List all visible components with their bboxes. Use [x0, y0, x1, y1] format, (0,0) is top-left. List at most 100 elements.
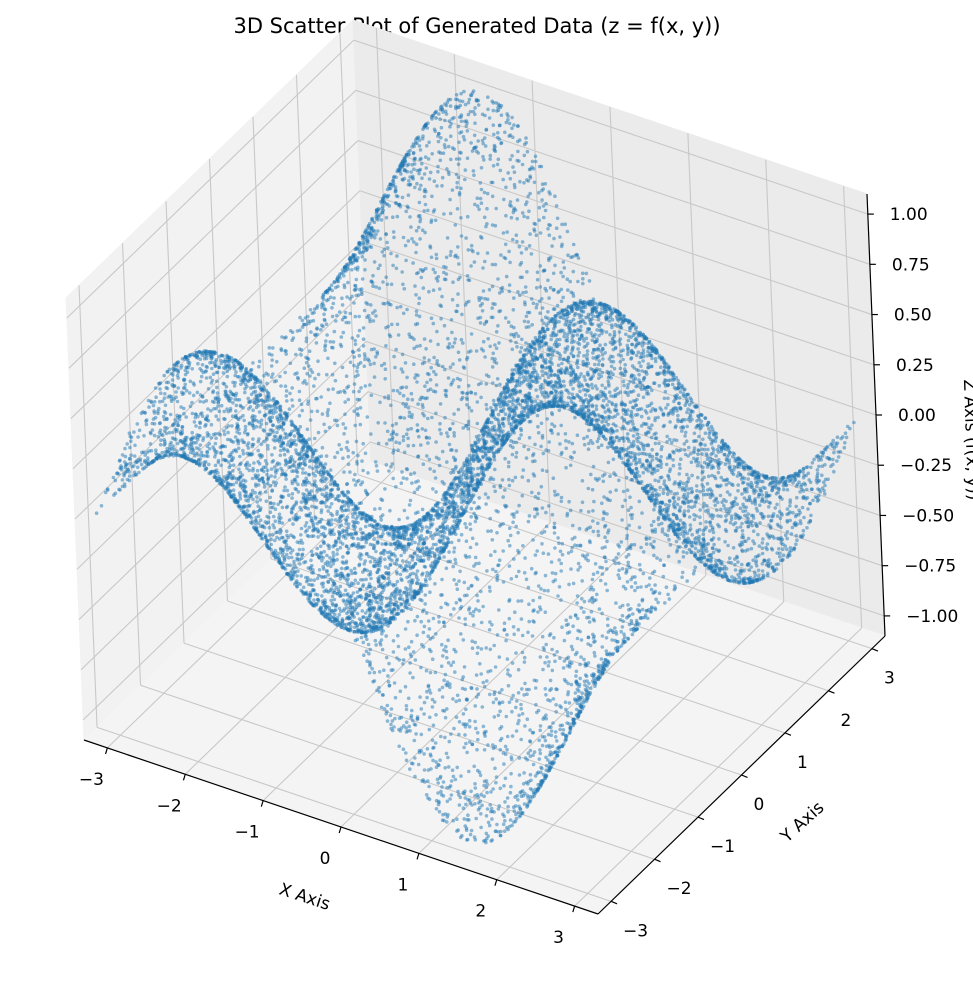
data-point: [581, 362, 586, 367]
data-point: [372, 260, 377, 264]
data-point: [597, 372, 601, 377]
data-point: [245, 432, 250, 437]
data-point: [333, 455, 337, 460]
data-point: [265, 468, 270, 473]
data-point: [444, 277, 448, 282]
data-point: [630, 415, 634, 420]
data-point: [328, 588, 333, 593]
data-point: [247, 468, 252, 473]
data-point: [547, 296, 551, 300]
data-point: [518, 179, 522, 184]
data-point: [290, 330, 295, 335]
data-point: [654, 496, 659, 501]
data-point: [392, 354, 396, 359]
data-point: [434, 383, 439, 387]
data-point: [444, 265, 448, 270]
data-point: [515, 239, 519, 244]
data-point: [429, 220, 434, 225]
data-point: [603, 386, 608, 390]
data-point: [465, 391, 470, 395]
data-point: [525, 270, 529, 274]
data-point: [596, 413, 601, 417]
data-point: [380, 250, 385, 254]
data-point: [230, 414, 235, 419]
data-point: [209, 422, 214, 427]
data-point: [482, 215, 487, 220]
data-point: [313, 333, 318, 338]
data-point: [304, 521, 309, 525]
data-point: [355, 462, 359, 466]
data-point: [270, 489, 274, 493]
data-point: [350, 268, 354, 272]
data-point: [522, 142, 527, 147]
data-point: [465, 214, 470, 219]
data-point: [585, 370, 590, 375]
data-point: [370, 217, 374, 221]
data-point: [584, 397, 589, 402]
data-point: [420, 137, 425, 141]
data-point: [602, 424, 606, 428]
data-point: [596, 362, 601, 367]
data-point: [436, 556, 441, 561]
data-point: [269, 375, 274, 379]
data-point: [400, 195, 405, 200]
data-point: [271, 523, 275, 527]
data-point: [474, 145, 479, 149]
data-point: [449, 157, 453, 162]
data-point: [245, 509, 250, 513]
data-point: [268, 510, 273, 514]
data-point: [453, 223, 458, 227]
data-point: [132, 470, 137, 475]
data-point: [452, 519, 457, 523]
data-point: [487, 116, 492, 120]
data-point: [456, 245, 460, 249]
data-point: [433, 270, 437, 275]
data-point: [452, 147, 457, 151]
data-point: [495, 162, 500, 167]
data-point: [328, 577, 333, 581]
data-points: [94, 89, 856, 845]
data-point: [490, 284, 495, 289]
data-point: [398, 391, 402, 396]
data-point: [241, 448, 245, 453]
data-point: [299, 556, 304, 561]
data-point: [217, 474, 221, 479]
data-point: [300, 325, 305, 329]
data-point: [308, 374, 312, 378]
data-point: [309, 549, 314, 554]
data-point: [304, 322, 309, 327]
data-point: [346, 280, 350, 285]
data-point: [243, 479, 248, 483]
data-point: [207, 462, 211, 467]
data-point: [494, 330, 499, 334]
data-point: [241, 452, 246, 456]
data-point: [342, 593, 346, 597]
data-point: [404, 560, 409, 564]
data-point: [569, 255, 573, 260]
data-point: [525, 149, 530, 154]
data-point: [341, 330, 346, 335]
data-point: [355, 365, 360, 370]
data-point: [566, 288, 570, 292]
data-point: [761, 573, 766, 577]
data-point: [443, 415, 447, 420]
data-point: [398, 169, 402, 173]
data-point: [637, 474, 642, 478]
data-point: [217, 432, 221, 436]
data-point: [762, 558, 766, 563]
data-point: [646, 443, 651, 448]
data-point: [281, 547, 285, 552]
data-point: [671, 502, 676, 507]
data-point: [597, 396, 601, 401]
data-point: [478, 321, 483, 325]
data-point: [735, 554, 739, 559]
data-point: [604, 437, 608, 442]
data-point: [467, 97, 472, 102]
data-point: [344, 374, 349, 379]
data-point: [374, 314, 378, 318]
data-point: [168, 412, 173, 417]
data-point: [272, 465, 277, 469]
data-point: [379, 218, 384, 222]
data-point: [527, 244, 532, 248]
data-point: [371, 273, 375, 278]
